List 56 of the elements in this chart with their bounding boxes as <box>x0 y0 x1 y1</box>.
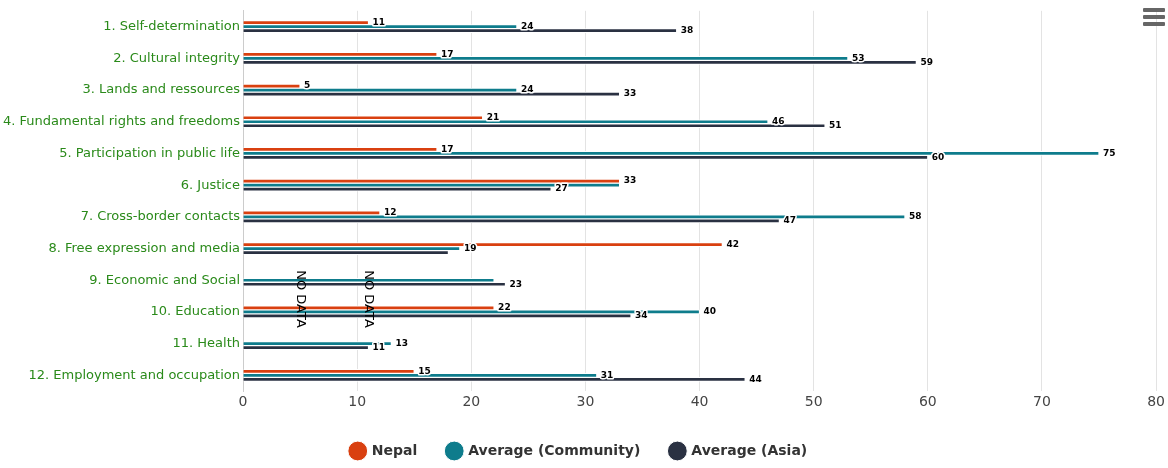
data-label: 24 <box>520 20 534 31</box>
data-label: 59 <box>920 56 933 67</box>
legend-label: Nepal <box>371 441 418 458</box>
data-label: 19 <box>463 242 477 253</box>
y-tick-label: 3. Lands and ressources <box>82 81 241 97</box>
x-tick-label: 70 <box>1033 393 1051 410</box>
data-label: 34 <box>635 310 648 321</box>
data-label: 12 <box>383 207 397 218</box>
y-tick-label: 12. Employment and occupation <box>28 366 241 382</box>
data-label: 58 <box>909 211 922 222</box>
data-label: 40 <box>703 306 717 317</box>
data-label: 53 <box>851 52 865 63</box>
data-label: 33 <box>623 175 637 186</box>
y-tick-label: 11. Health <box>172 335 241 351</box>
data-label: 42 <box>726 238 739 249</box>
data-label: 15 <box>418 365 431 376</box>
data-label: 44 <box>749 373 762 384</box>
y-tick-label: 6. Justice <box>180 176 241 192</box>
annotation: NO DATA <box>293 270 309 328</box>
y-tick-label: 5. Participation in public life <box>59 144 241 160</box>
annotation: NO DATA <box>362 270 378 328</box>
data-label: 51 <box>829 120 842 131</box>
y-tick-label: 8. Free expression and media <box>48 239 241 255</box>
data-label: 17 <box>441 143 454 154</box>
x-tick-label: 30 <box>576 393 595 410</box>
data-label: 46 <box>772 116 785 127</box>
x-tick-label: 40 <box>690 393 709 410</box>
y-tick-label: 4. Fundamental rights and freedoms <box>2 113 241 129</box>
data-label: 27 <box>555 183 568 194</box>
x-tick-label: 10 <box>348 393 367 410</box>
x-tick-label: 20 <box>462 393 481 410</box>
data-label: 38 <box>680 24 694 35</box>
x-tick-label: 80 <box>1147 393 1166 410</box>
data-label: 33 <box>623 88 637 99</box>
data-label: 24 <box>520 84 534 95</box>
data-label: 23 <box>509 278 523 289</box>
x-tick-label: 50 <box>804 393 823 410</box>
data-label: 22 <box>498 302 511 313</box>
data-label: 11 <box>372 16 386 27</box>
data-label: 31 <box>600 369 614 380</box>
data-label: 17 <box>441 48 454 59</box>
x-tick-label: 0 <box>238 393 248 410</box>
y-tick-label: 1. Self-determination <box>103 18 241 34</box>
data-label: 13 <box>395 337 408 348</box>
data-label: 21 <box>486 112 500 123</box>
legend-label: Average (Community) <box>468 441 641 458</box>
y-tick-label: 9. Economic and Social <box>89 271 241 287</box>
data-label: 47 <box>783 215 796 226</box>
data-label: 11 <box>372 341 386 352</box>
y-tick-label: 7. Cross-border contacts <box>80 208 241 224</box>
y-tick-label: 2. Cultural integrity <box>113 49 241 65</box>
x-tick-label: 60 <box>918 393 937 410</box>
y-tick-label: 10. Education <box>150 303 241 319</box>
data-label: 5 <box>304 80 311 91</box>
data-label: 75 <box>1103 147 1116 158</box>
legend-label: Average (Asia) <box>691 441 808 458</box>
